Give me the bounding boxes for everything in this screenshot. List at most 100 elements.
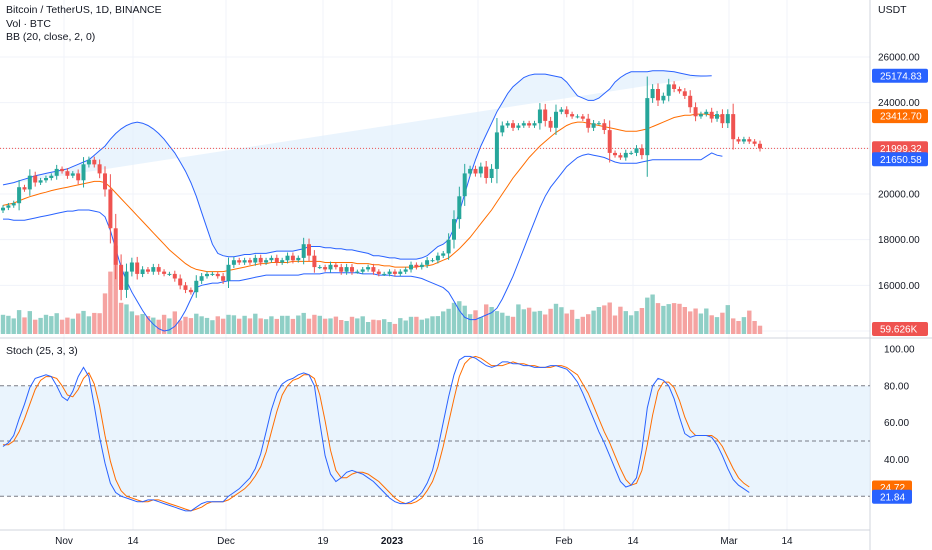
volume-bar: [532, 311, 537, 334]
volume-bar: [467, 314, 473, 334]
time-tick-label: 14: [127, 536, 139, 547]
candle-body: [44, 178, 48, 181]
stoch-tag-label: 21.84: [880, 492, 905, 503]
candle-body: [274, 257, 279, 263]
volume-bar: [645, 297, 650, 334]
price-tag-label: 23412.70: [880, 112, 922, 123]
candle-body: [27, 175, 32, 190]
volume-bar: [623, 311, 628, 334]
bb-legend: BB (20, close, 2, 0): [6, 31, 96, 43]
volume-bar: [414, 316, 419, 334]
candle-body: [172, 273, 177, 279]
volume-bar: [505, 315, 510, 334]
candle-body: [747, 139, 752, 142]
stoch-tick-label: 60.00: [884, 418, 909, 429]
candle-body: [591, 123, 596, 128]
candle-body: [17, 187, 22, 204]
volume-bar: [97, 313, 102, 334]
candle-body: [521, 123, 526, 126]
volume-bar: [0, 314, 6, 334]
stoch-legend: Stoch (25, 3, 3): [6, 345, 78, 357]
candle-body: [312, 255, 317, 268]
volume-bar: [596, 307, 602, 334]
candle-body: [398, 271, 403, 274]
volume-bar: [6, 315, 11, 334]
candles[interactable]: [1, 76, 762, 301]
candle-body: [199, 276, 204, 281]
volume-bar: [242, 315, 247, 334]
volume-bar: [430, 316, 435, 334]
candle-body: [285, 255, 290, 261]
volume-bar: [156, 319, 161, 334]
candle-body: [188, 289, 193, 293]
volume-bar: [194, 313, 199, 334]
candle-body: [629, 152, 634, 154]
volume-bar: [285, 315, 290, 334]
candle-body: [205, 273, 209, 277]
volume-bar: [263, 319, 269, 334]
candle-body: [682, 91, 687, 96]
stochastic-panel[interactable]: [0, 355, 870, 512]
candle-body: [618, 155, 623, 158]
volume-bar: [333, 316, 339, 334]
volume-bar: [231, 315, 237, 334]
volume-bar: [709, 315, 714, 334]
price-tag-label: 25174.83: [880, 71, 922, 82]
candle-body: [435, 255, 440, 261]
candle-body: [371, 267, 376, 272]
candle-body: [677, 89, 682, 92]
volume-bar: [210, 320, 215, 334]
candle-body: [97, 164, 102, 174]
candle-body: [516, 125, 521, 128]
candle-body: [162, 271, 167, 274]
candle-body: [221, 276, 226, 281]
volume-bar: [317, 315, 322, 334]
volume-bar: [54, 313, 59, 334]
candle-body: [140, 269, 145, 274]
volume-bar: [49, 316, 54, 334]
stoch-tag: [872, 489, 912, 504]
candle-body: [409, 264, 413, 270]
volume-bar: [435, 316, 441, 334]
candle-body: [70, 173, 75, 176]
candle-body: [602, 123, 607, 130]
volume-bar: [65, 317, 70, 334]
volume-bar: [473, 310, 478, 334]
candle-body: [22, 187, 27, 190]
volume-bar: [161, 314, 167, 334]
candle-body: [715, 114, 719, 119]
candle-body: [301, 244, 306, 258]
candle-body: [33, 175, 38, 183]
volume-bar: [371, 319, 376, 334]
volume-bar: [559, 307, 564, 334]
candle-body: [360, 269, 365, 272]
candle-body: [661, 95, 666, 101]
candle-body: [54, 168, 59, 176]
candle-body: [414, 264, 419, 268]
candle-body: [86, 159, 91, 165]
candle-body: [76, 173, 81, 181]
volume-bar: [752, 321, 757, 334]
volume-bar: [382, 319, 387, 334]
candle-body: [720, 114, 725, 124]
candle-body: [548, 120, 553, 128]
candle-body: [457, 196, 462, 220]
volume-bar: [564, 313, 569, 334]
volume-tag-label: 59.626K: [880, 325, 918, 336]
candle-body: [253, 257, 258, 263]
candle-body: [317, 267, 322, 269]
candle-body: [60, 168, 65, 172]
price-tag: [872, 68, 928, 83]
candle-body: [328, 264, 333, 270]
price-axis[interactable]: 26000.0024000.0022000.0020000.0018000.00…: [872, 53, 928, 504]
bb-upper-line: [2, 70, 712, 260]
candle-body: [446, 239, 451, 254]
candle-body: [49, 175, 54, 178]
volume-bar: [274, 318, 279, 334]
candle-body: [575, 116, 580, 118]
volume-bar: [365, 322, 371, 334]
candle-body: [108, 189, 113, 229]
time-axis[interactable]: Nov 14 Dec 19 2023 16 Feb 14 Mar 14: [55, 536, 793, 547]
stoch-tick-label: 80.00: [884, 381, 909, 392]
